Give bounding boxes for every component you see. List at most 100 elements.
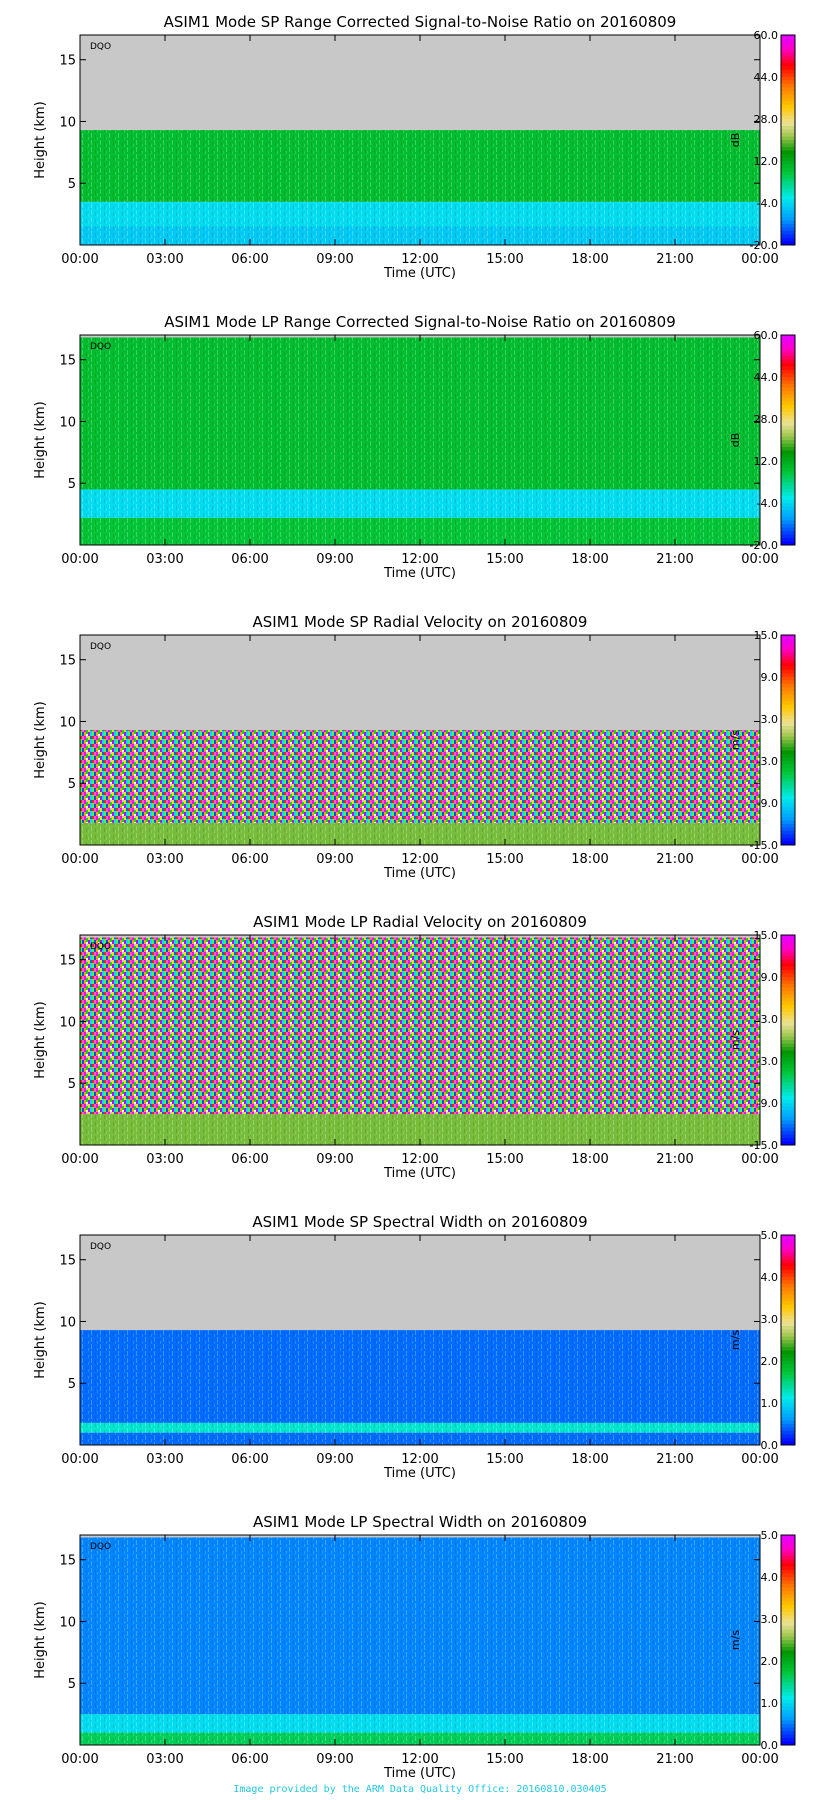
- colorbar-segment: [781, 1573, 795, 1578]
- panel-title: ASIM1 Mode LP Range Corrected Signal-to-…: [164, 313, 676, 331]
- colorbar-segment: [781, 1333, 795, 1337]
- colorbar-segment: [781, 1287, 795, 1292]
- colorbar-tick-label: -15.0: [750, 1139, 778, 1152]
- colorbar-segment: [781, 984, 795, 988]
- colorbar-segment: [781, 1552, 795, 1557]
- colorbar-segment: [781, 1591, 795, 1595]
- colorbar-segment: [781, 1078, 795, 1083]
- x-tick-label: 18:00: [571, 1752, 608, 1767]
- colorbar-segment: [781, 1322, 795, 1327]
- colorbar-segment: [781, 1431, 795, 1435]
- colorbar-segment: [781, 1357, 795, 1362]
- colorbar-segment: [781, 478, 795, 483]
- x-tick-label: 18:00: [571, 1452, 608, 1467]
- colorbar-segment: [781, 1270, 795, 1274]
- colorbar-segment: [781, 1294, 795, 1299]
- y-tick-label: 5: [68, 777, 76, 792]
- colorbar-segment: [781, 1015, 795, 1020]
- y-tick-label: 15: [59, 1554, 76, 1569]
- colorbar-segment: [781, 199, 795, 204]
- y-tick-label: 15: [59, 354, 76, 369]
- x-tick-label: 00:00: [61, 852, 98, 867]
- colorbar-segment: [781, 1138, 795, 1142]
- colorbar-segment: [781, 503, 795, 507]
- panel-title: ASIM1 Mode SP Spectral Width on 20160809: [252, 1213, 587, 1231]
- colorbar-segment: [781, 1050, 795, 1055]
- x-tick-label: 09:00: [316, 1152, 353, 1167]
- colorbar-segment: [781, 182, 795, 186]
- y-tick-label: 5: [68, 177, 76, 192]
- colorbar-segment: [781, 1068, 795, 1072]
- colorbar-segment: [781, 708, 795, 713]
- colorbar-segment: [781, 970, 795, 974]
- colorbar-segment: [781, 1259, 795, 1264]
- x-tick-label: 15:00: [486, 1452, 523, 1467]
- colorbar-segment: [781, 733, 795, 737]
- colorbar-segment: [781, 454, 795, 458]
- colorbar-segment: [781, 1117, 795, 1121]
- colorbar-frame: [780, 634, 796, 846]
- x-tick-label: 03:00: [146, 1752, 183, 1767]
- colorbar-segment: [781, 224, 795, 228]
- colorbar-segment: [781, 77, 795, 81]
- x-tick-label: 00:00: [61, 1452, 98, 1467]
- colorbar-segment: [781, 824, 795, 828]
- x-tick-label: 09:00: [316, 252, 353, 267]
- colorbar-segment: [781, 1580, 795, 1585]
- colorbar-segment: [781, 1438, 795, 1442]
- x-tick-label: 12:00: [401, 1752, 438, 1767]
- colorbar-segment: [781, 1668, 795, 1672]
- colorbar-segment: [781, 1549, 795, 1553]
- colorbar-segment: [781, 335, 795, 339]
- colorbar-segment: [781, 42, 795, 46]
- colorbar-segment: [781, 231, 795, 235]
- colorbar-segment: [781, 192, 795, 197]
- colorbar-frame: [780, 1534, 796, 1746]
- x-tick-label: 00:00: [61, 252, 98, 267]
- colorbar-segment: [781, 1033, 795, 1037]
- colorbar-segment: [781, 806, 795, 811]
- colorbar-segment: [781, 1706, 795, 1711]
- y-tick-label: 10: [59, 415, 76, 430]
- x-tick-label: 12:00: [401, 552, 438, 567]
- x-tick-label: 03:00: [146, 252, 183, 267]
- colorbar-segment: [781, 638, 795, 643]
- colorbar-segment: [781, 133, 795, 137]
- colorbar-segment: [781, 973, 795, 978]
- colorbar-segment: [781, 1403, 795, 1407]
- colorbar-tick-label: -4.0: [757, 497, 778, 510]
- colorbar-tick-label: 3.0: [761, 1613, 779, 1626]
- colorbar-segment: [781, 154, 795, 158]
- colorbar-segment: [781, 1008, 795, 1013]
- colorbar-segment: [781, 1110, 795, 1114]
- colorbar-segment: [781, 499, 795, 504]
- colorbar-segment: [781, 761, 795, 765]
- colorbar-segment: [781, 1622, 795, 1627]
- colorbar-segment: [781, 1089, 795, 1093]
- colorbar-tick-label: 3.0: [761, 1013, 779, 1026]
- colorbar-tick-label: 12.0: [754, 155, 779, 168]
- colorbar-tick-label: -20.0: [750, 239, 778, 252]
- y-axis-label: Height (km): [33, 1301, 48, 1378]
- colorbar-segment: [781, 1671, 795, 1676]
- colorbar-segment: [781, 1005, 795, 1009]
- colorbar-segment: [781, 945, 795, 950]
- colorbar-segment: [781, 59, 795, 64]
- colorbar-segment: [781, 1584, 795, 1588]
- y-tick-label: 15: [59, 1254, 76, 1269]
- colorbar-segment: [781, 1071, 795, 1076]
- x-tick-label: 03:00: [146, 552, 183, 567]
- colorbar-segment: [781, 1319, 795, 1323]
- colorbar-segment: [781, 698, 795, 702]
- y-tick-label: 5: [68, 477, 76, 492]
- colorbar-segment: [781, 1284, 795, 1288]
- colorbar-segment: [781, 1696, 795, 1700]
- colorbar-segment: [781, 373, 795, 378]
- colorbar-segment: [781, 817, 795, 821]
- colorbar-segment: [781, 1413, 795, 1418]
- colorbar-segment: [781, 112, 795, 116]
- colorbar-segment: [781, 1598, 795, 1602]
- colorbar-segment: [781, 1085, 795, 1090]
- colorbar-segment: [781, 394, 795, 399]
- x-tick-label: 18:00: [571, 252, 608, 267]
